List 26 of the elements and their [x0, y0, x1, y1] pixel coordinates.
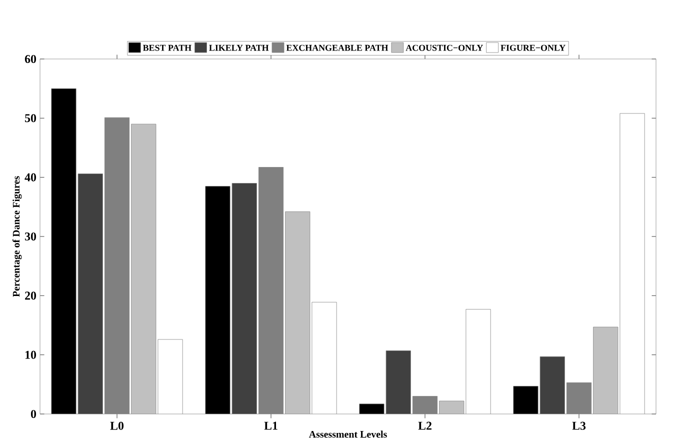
x-tick-label: L1	[264, 422, 278, 430]
bar	[540, 356, 565, 414]
legend-label: ACOUSTIC−ONLY	[406, 44, 483, 51]
bar	[439, 400, 464, 414]
x-tick-label: L2	[418, 422, 432, 430]
bar	[131, 124, 156, 414]
bar	[386, 350, 411, 414]
bar	[285, 211, 310, 414]
legend-label: BEST PATH	[142, 44, 192, 51]
bar	[78, 174, 103, 414]
y-axis-title: Percentage of Dance Figures	[12, 176, 22, 297]
y-tick-label: 40	[24, 173, 36, 182]
y-tick-label: 30	[24, 232, 36, 241]
legend-label: FIGURE−ONLY	[500, 44, 566, 51]
x-axis-title: Assessment Levels	[308, 430, 387, 438]
y-tick-label: 0	[30, 410, 36, 418]
bar	[593, 326, 618, 414]
legend-label: EXCHANGEABLE PATH	[286, 44, 388, 51]
bar	[232, 183, 257, 414]
y-tick-label: 20	[25, 292, 36, 300]
x-tick-label: L3	[572, 422, 586, 430]
x-tick-label: L0	[110, 422, 124, 430]
legend-label: LIKELY PATH	[209, 44, 269, 51]
y-tick-label: 60	[24, 54, 36, 64]
y-tick-label: 10	[25, 350, 36, 359]
y-tick-label: 50	[25, 114, 36, 122]
